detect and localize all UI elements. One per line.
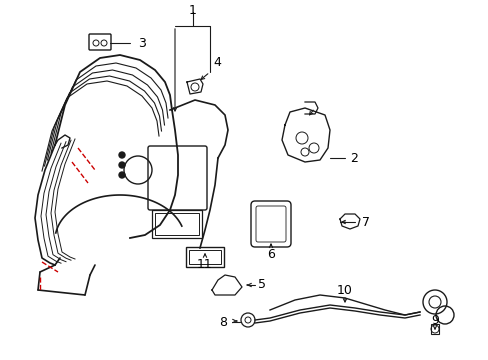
Text: 1: 1 [189,4,197,17]
Circle shape [119,172,125,178]
Bar [185,247,224,267]
Text: 9: 9 [430,314,438,327]
Text: 8: 8 [219,315,226,328]
Text: 3: 3 [138,36,145,50]
Bar [155,213,199,235]
Text: 5: 5 [258,279,265,292]
Circle shape [119,162,125,168]
Circle shape [119,152,125,158]
Bar [430,324,438,334]
Text: 11: 11 [197,257,212,270]
Text: 7: 7 [361,216,369,229]
Bar [189,250,221,264]
Text: 6: 6 [266,248,274,261]
Bar [152,210,202,238]
Text: 10: 10 [336,284,352,297]
Text: 4: 4 [213,55,221,68]
Text: 2: 2 [349,152,357,165]
